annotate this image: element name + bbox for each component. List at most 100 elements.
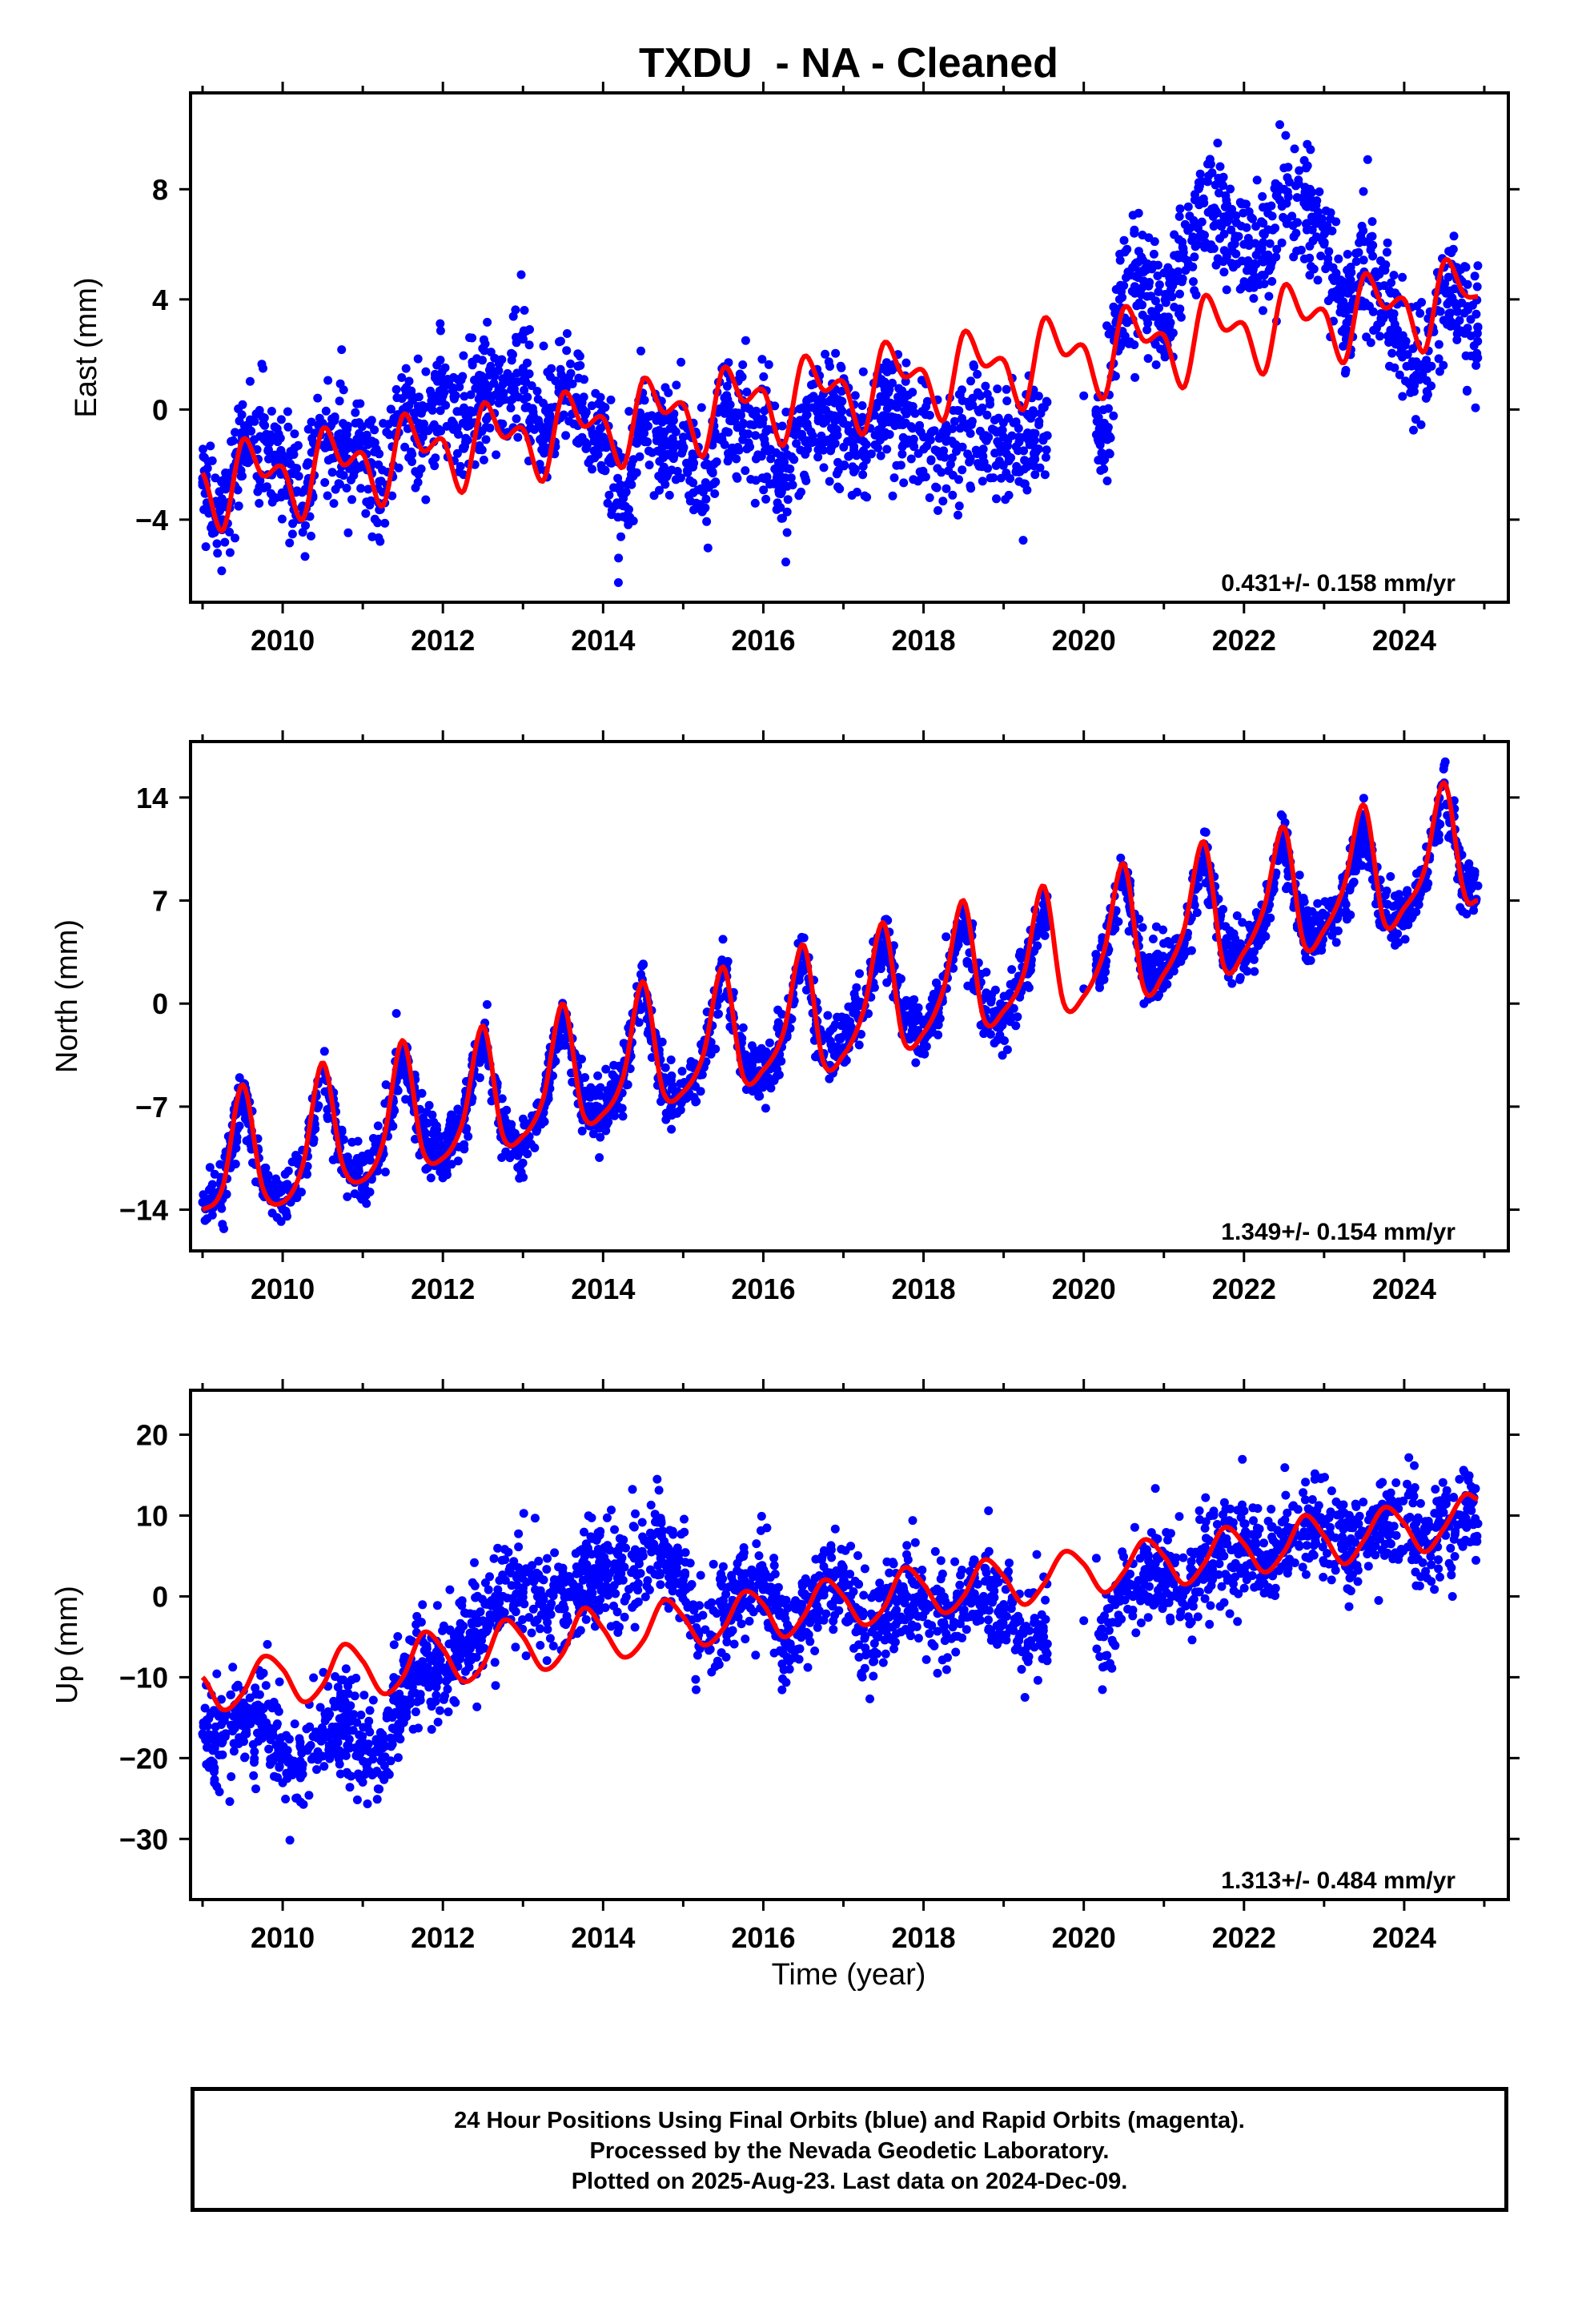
data-point	[1473, 261, 1483, 271]
data-point	[414, 392, 424, 402]
data-point	[1407, 357, 1417, 367]
data-point	[1191, 190, 1199, 199]
data-point	[864, 1009, 873, 1019]
data-point	[722, 381, 732, 391]
data-point	[701, 494, 711, 504]
data-point	[817, 394, 826, 404]
data-point	[669, 416, 678, 425]
data-point	[901, 995, 911, 1005]
data-point	[259, 364, 267, 373]
data-point	[408, 457, 416, 466]
data-point	[528, 404, 537, 413]
data-point	[339, 471, 348, 480]
data-point	[1239, 963, 1249, 973]
data-point	[530, 1143, 540, 1152]
data-point	[1185, 211, 1195, 221]
data-point	[315, 413, 324, 423]
data-point	[998, 460, 1008, 470]
data-point	[523, 1149, 532, 1159]
data-point	[934, 506, 942, 515]
plot-frame	[189, 91, 1510, 604]
data-point	[616, 489, 626, 498]
data-point	[676, 1105, 685, 1115]
data-point	[1232, 259, 1242, 269]
data-point	[1098, 456, 1108, 466]
data-point	[482, 415, 491, 424]
data-point	[301, 521, 310, 530]
data-point	[1150, 237, 1159, 247]
data-point	[587, 401, 596, 411]
data-point	[1361, 834, 1371, 844]
data-point	[1173, 250, 1182, 259]
data-point	[1418, 370, 1427, 379]
data-point	[373, 518, 383, 528]
data-point	[885, 385, 894, 394]
data-point	[1022, 409, 1032, 419]
data-point	[749, 420, 759, 430]
data-point	[703, 543, 713, 553]
data-point	[339, 385, 348, 395]
data-point	[1335, 308, 1345, 317]
data-point	[782, 481, 792, 491]
data-point	[367, 416, 376, 425]
data-point	[831, 348, 841, 358]
data-point	[613, 1102, 623, 1112]
data-point	[1267, 201, 1276, 211]
data-point	[596, 1132, 605, 1142]
data-point	[1174, 267, 1183, 276]
data-point	[1376, 256, 1385, 266]
data-point	[520, 306, 529, 315]
data-point	[990, 985, 1000, 995]
data-point	[1130, 228, 1139, 238]
x-tick-label: 2022	[1212, 624, 1276, 657]
data-point	[524, 340, 534, 350]
data-point	[566, 368, 576, 378]
data-point	[362, 497, 371, 507]
data-point	[1257, 217, 1266, 227]
data-point	[1375, 332, 1384, 341]
data-point	[417, 1088, 427, 1098]
data-point	[591, 435, 600, 444]
data-point	[603, 1086, 612, 1095]
data-point	[1415, 308, 1425, 318]
data-point	[1444, 308, 1454, 318]
data-point	[790, 430, 800, 440]
data-point	[357, 1184, 367, 1193]
data-point	[1359, 794, 1368, 803]
data-point	[270, 422, 279, 432]
data-point	[1101, 961, 1110, 971]
data-point	[1020, 479, 1030, 489]
data-point	[1130, 372, 1140, 382]
data-point	[470, 376, 479, 385]
data-point	[1271, 252, 1281, 262]
data-point	[1359, 255, 1368, 265]
data-point	[1221, 191, 1231, 200]
data-point	[751, 476, 761, 485]
data-point	[480, 339, 490, 348]
data-point	[1170, 274, 1180, 283]
data-point	[1197, 217, 1207, 227]
data-point	[1189, 277, 1198, 287]
data-point	[833, 466, 843, 476]
data-point	[741, 336, 750, 345]
data-point	[839, 442, 849, 452]
data-point	[761, 1104, 770, 1113]
data-point	[759, 485, 769, 495]
data-point	[677, 1096, 687, 1106]
data-point	[1150, 340, 1160, 349]
data-point	[1264, 292, 1274, 301]
data-point	[915, 467, 925, 476]
data-point	[221, 468, 231, 477]
data-point	[1275, 120, 1284, 130]
data-point	[949, 406, 958, 415]
data-point	[413, 354, 423, 364]
data-point	[1382, 247, 1391, 257]
data-point	[817, 436, 826, 445]
data-point	[1398, 272, 1407, 282]
data-point	[906, 454, 916, 464]
data-point	[732, 454, 741, 464]
data-point	[1267, 276, 1277, 286]
data-point	[702, 517, 712, 526]
data-point	[736, 410, 745, 420]
